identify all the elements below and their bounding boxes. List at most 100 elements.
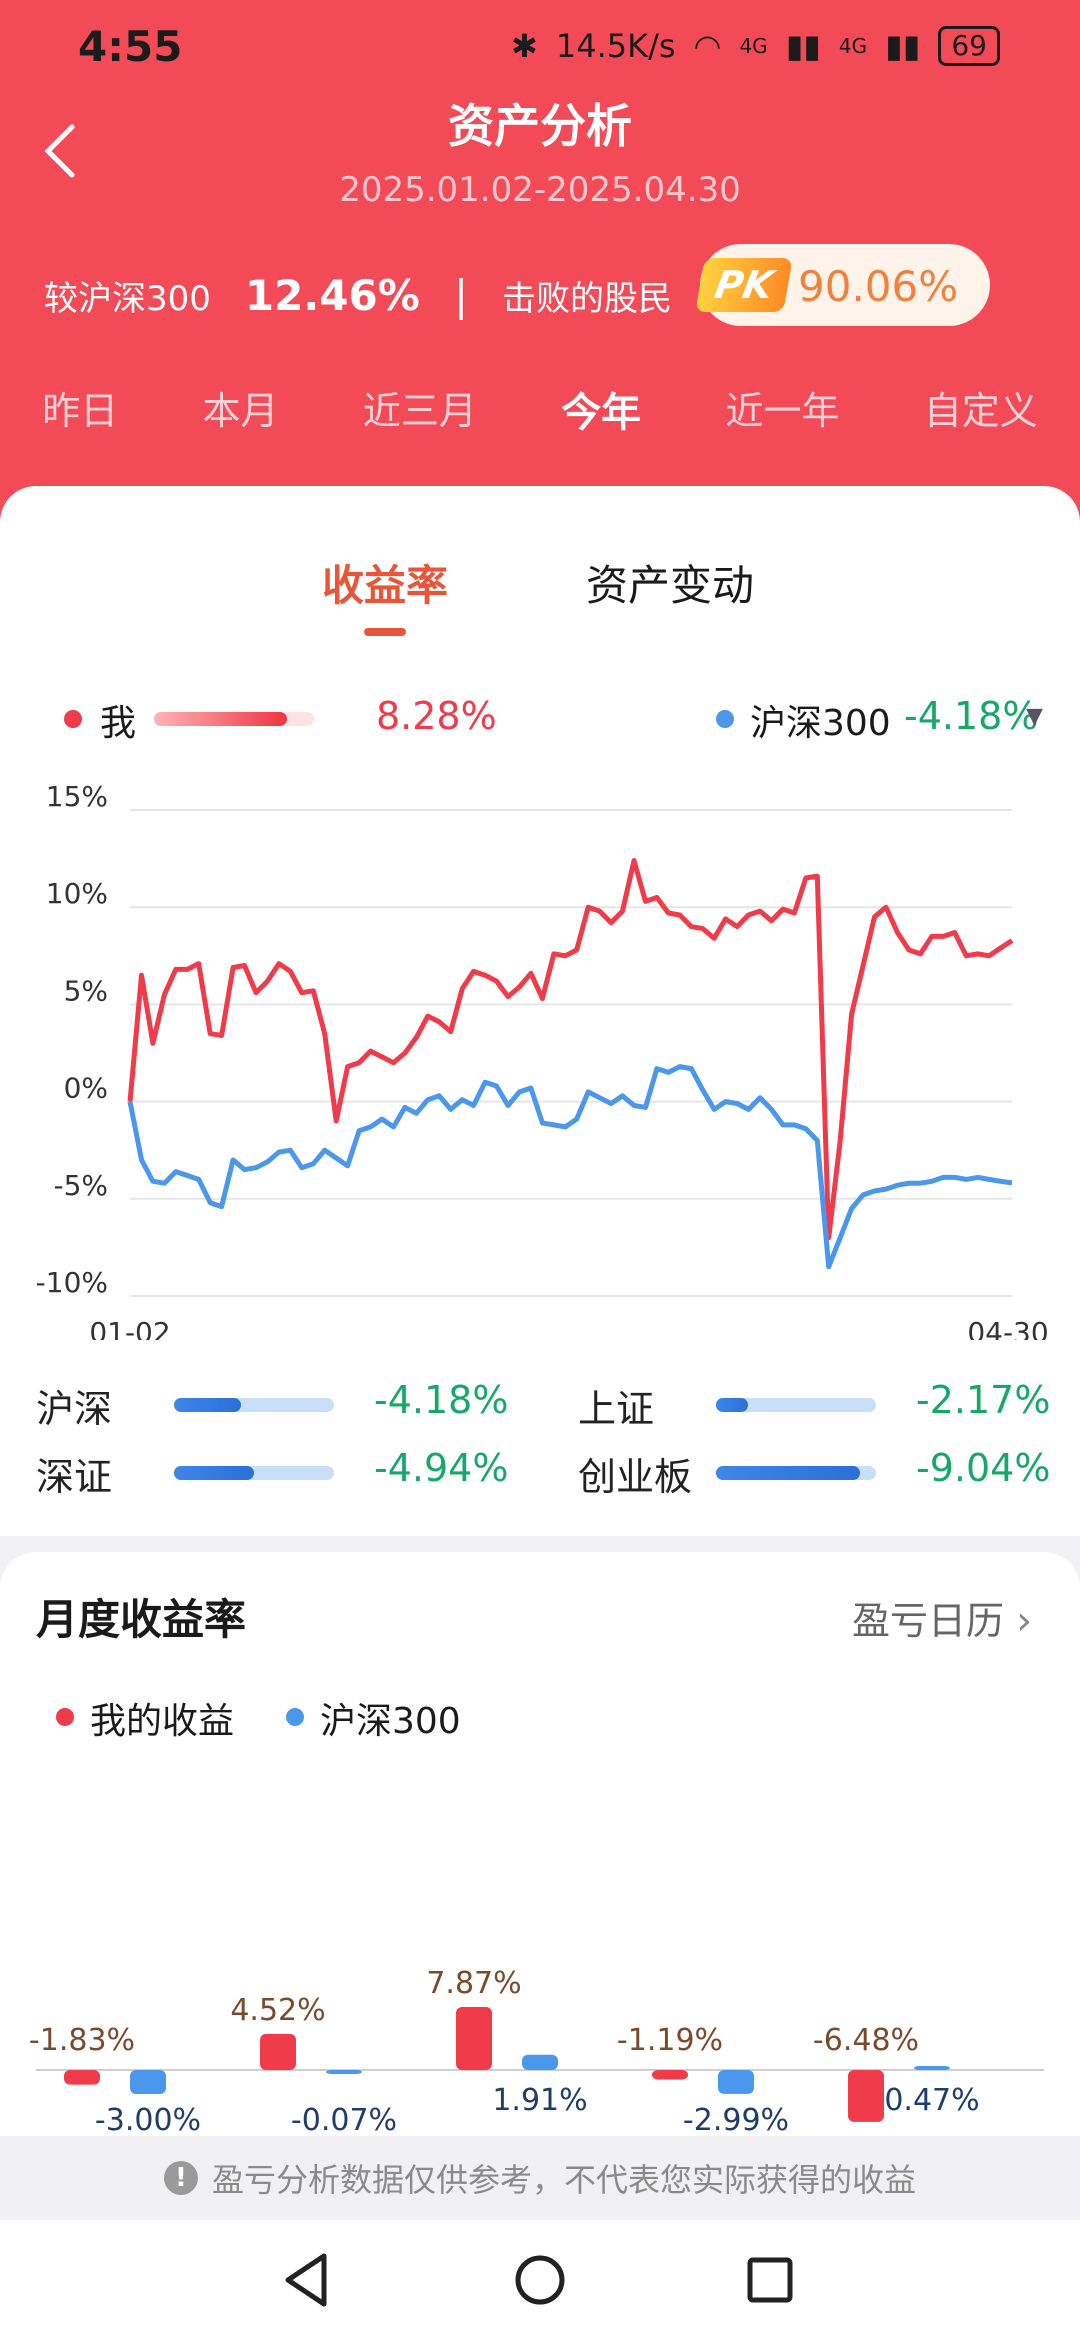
hs300-month-label: 0.47% [884, 2083, 979, 2118]
yield-card [0, 486, 1080, 1536]
hs300-legend-label: 沪深300 [750, 703, 891, 744]
y-tick-label: -10% [36, 1266, 108, 1299]
system-nav-bar [0, 2220, 1080, 2340]
signal-2: 4G [838, 34, 868, 58]
my-legend-dot [64, 710, 82, 728]
battery-icon: 69 [938, 26, 1000, 66]
back-chevron-icon[interactable] [30, 120, 90, 200]
compare-separator: | [453, 270, 468, 320]
info-icon: ! [163, 2161, 198, 2195]
x-tick-start: 01-02 [89, 1316, 170, 1340]
hs300-yield-value: -4.18% [904, 694, 1039, 738]
tab-this-year[interactable]: 今年 [561, 390, 642, 436]
disclaimer-text: 盈亏分析数据仅供参考，不代表您实际获得的收益 [211, 2161, 916, 2199]
tab-this-month[interactable]: 本月 [202, 389, 279, 433]
hs300-month-bar [130, 2070, 166, 2094]
status-bar-right: ✱ 14.5K/s ◠ 4G ▮▮ 4G ▮▮ 69 [511, 26, 1000, 66]
status-time: 4:55 [78, 22, 183, 71]
hs300-legend-dot [716, 710, 734, 728]
my-yield-value: 8.28% [376, 694, 497, 738]
compare-label: 较沪深300 [44, 278, 211, 319]
index-value: -9.04% [916, 1446, 1051, 1490]
monthly-bar-chart: -1.83% 4.52% 7.87% -1.19% -6.48% -3.00% -0.07%… [29, 1966, 1044, 2138]
y-tick-label: 5% [64, 974, 108, 1007]
my-monthly-legend-label: 我的收益 [90, 1701, 235, 1742]
recents-square-icon[interactable] [734, 2244, 806, 2316]
my-month-label: -1.19% [617, 2023, 723, 2058]
wifi-icon: ◠ [693, 27, 722, 65]
signal-icon: ▮▮ [785, 27, 821, 65]
index-value: -4.18% [374, 1378, 509, 1422]
monthly-card [0, 1552, 1080, 2152]
back-triangle-icon[interactable] [272, 2244, 344, 2316]
index-value: -2.17% [916, 1378, 1051, 1422]
hs300-month-label: -0.07% [291, 2103, 397, 2138]
y-tick-label: 0% [64, 1072, 108, 1105]
my-month-bar [260, 2033, 296, 2070]
my-month-label: -1.83% [29, 2023, 135, 2058]
my-month-bar [456, 2007, 492, 2070]
home-circle-icon[interactable] [504, 2244, 576, 2316]
calendar-link-label: 盈亏日历 [852, 1599, 1005, 1643]
index-bar-fill [716, 1466, 860, 1480]
index-name: 沪深 [36, 1387, 113, 1431]
index-bar-fill [174, 1466, 254, 1480]
dropdown-caret-icon[interactable]: ▼ [1026, 704, 1043, 729]
hs300-monthly-legend-label: 沪深300 [320, 1701, 461, 1742]
chevron-right-icon: › [1016, 1598, 1033, 1644]
hs300-line [127, 1064, 1013, 1270]
tab-three-months[interactable]: 近三月 [362, 389, 477, 433]
tab-custom[interactable]: 自定义 [923, 389, 1038, 433]
index-bar-fill [174, 1398, 242, 1412]
y-tick-label: 15% [46, 780, 108, 813]
my-progress-fill [154, 712, 287, 726]
compare-value: 12.46% [244, 270, 420, 320]
my-monthly-legend-dot [56, 1708, 74, 1726]
x-tick-end: 04-30 [967, 1316, 1048, 1340]
my-legend-label: 我 [100, 703, 137, 744]
index-bar-fill [716, 1398, 748, 1412]
beat-value: 90.06% [798, 262, 959, 311]
tab-asset-change[interactable]: 资产变动 [586, 561, 755, 610]
tab-yield[interactable]: 收益率 [322, 561, 449, 610]
hs300-month-bar [718, 2070, 754, 2094]
hs300-month-bar [326, 2070, 362, 2074]
date-range: 2025.01.02-2025.04.30 [339, 170, 741, 210]
my-month-bar [652, 2070, 688, 2080]
period-tabs: 昨日 本月 近三月 今年 近一年 自定义 [0, 380, 1080, 438]
signal-1: 4G [739, 34, 768, 58]
hs300-month-label: -2.99% [683, 2103, 789, 2138]
yield-line-chart: 15% 10% 5% 0% -5% -10% 01-02 04-30 [36, 780, 1049, 1340]
signal-icon: ▮▮ [885, 27, 921, 65]
index-name: 上证 [578, 1387, 655, 1431]
compare-row: 较沪深300 12.46% | 击败的股民 [44, 260, 672, 330]
back-chevron-svg [44, 124, 75, 178]
hs300-month-label: 1.91% [492, 2083, 587, 2118]
beat-label: 击败的股民 [502, 278, 672, 319]
calendar-link[interactable]: 盈亏日历 › [852, 1590, 1032, 1645]
page-title: 资产分析 [448, 99, 632, 153]
y-tick-label: -5% [53, 1169, 108, 1202]
my-month-label: 7.87% [426, 1966, 521, 2001]
tab-one-year[interactable]: 近一年 [725, 389, 840, 433]
pk-icon: PK [695, 258, 793, 312]
index-bar-track [716, 1398, 876, 1412]
tab-indicator [364, 628, 406, 636]
bluetooth-icon: ✱ [511, 27, 538, 65]
hs300-month-label: -3.00% [95, 2103, 201, 2138]
index-value: -4.94% [374, 1446, 509, 1490]
index-name: 深证 [36, 1455, 113, 1499]
y-tick-label: 10% [46, 877, 108, 910]
my-month-bar [64, 2070, 100, 2085]
hs300-month-bar [522, 2054, 558, 2070]
monthly-title: 月度收益率 [36, 1595, 247, 1644]
tab-yesterday[interactable]: 昨日 [42, 389, 119, 433]
my-month-label: 4.52% [230, 1993, 325, 2028]
index-name: 创业板 [578, 1455, 693, 1499]
hs300-month-bar [914, 2066, 950, 2070]
my-month-bar [848, 2070, 884, 2122]
disclaimer-bar: ! 盈亏分析数据仅供参考，不代表您实际获得的收益 [0, 2136, 1080, 2220]
my-month-label: -6.48% [813, 2023, 919, 2058]
my-yield-line [127, 858, 1014, 1241]
hs300-monthly-legend-dot [286, 1708, 304, 1726]
